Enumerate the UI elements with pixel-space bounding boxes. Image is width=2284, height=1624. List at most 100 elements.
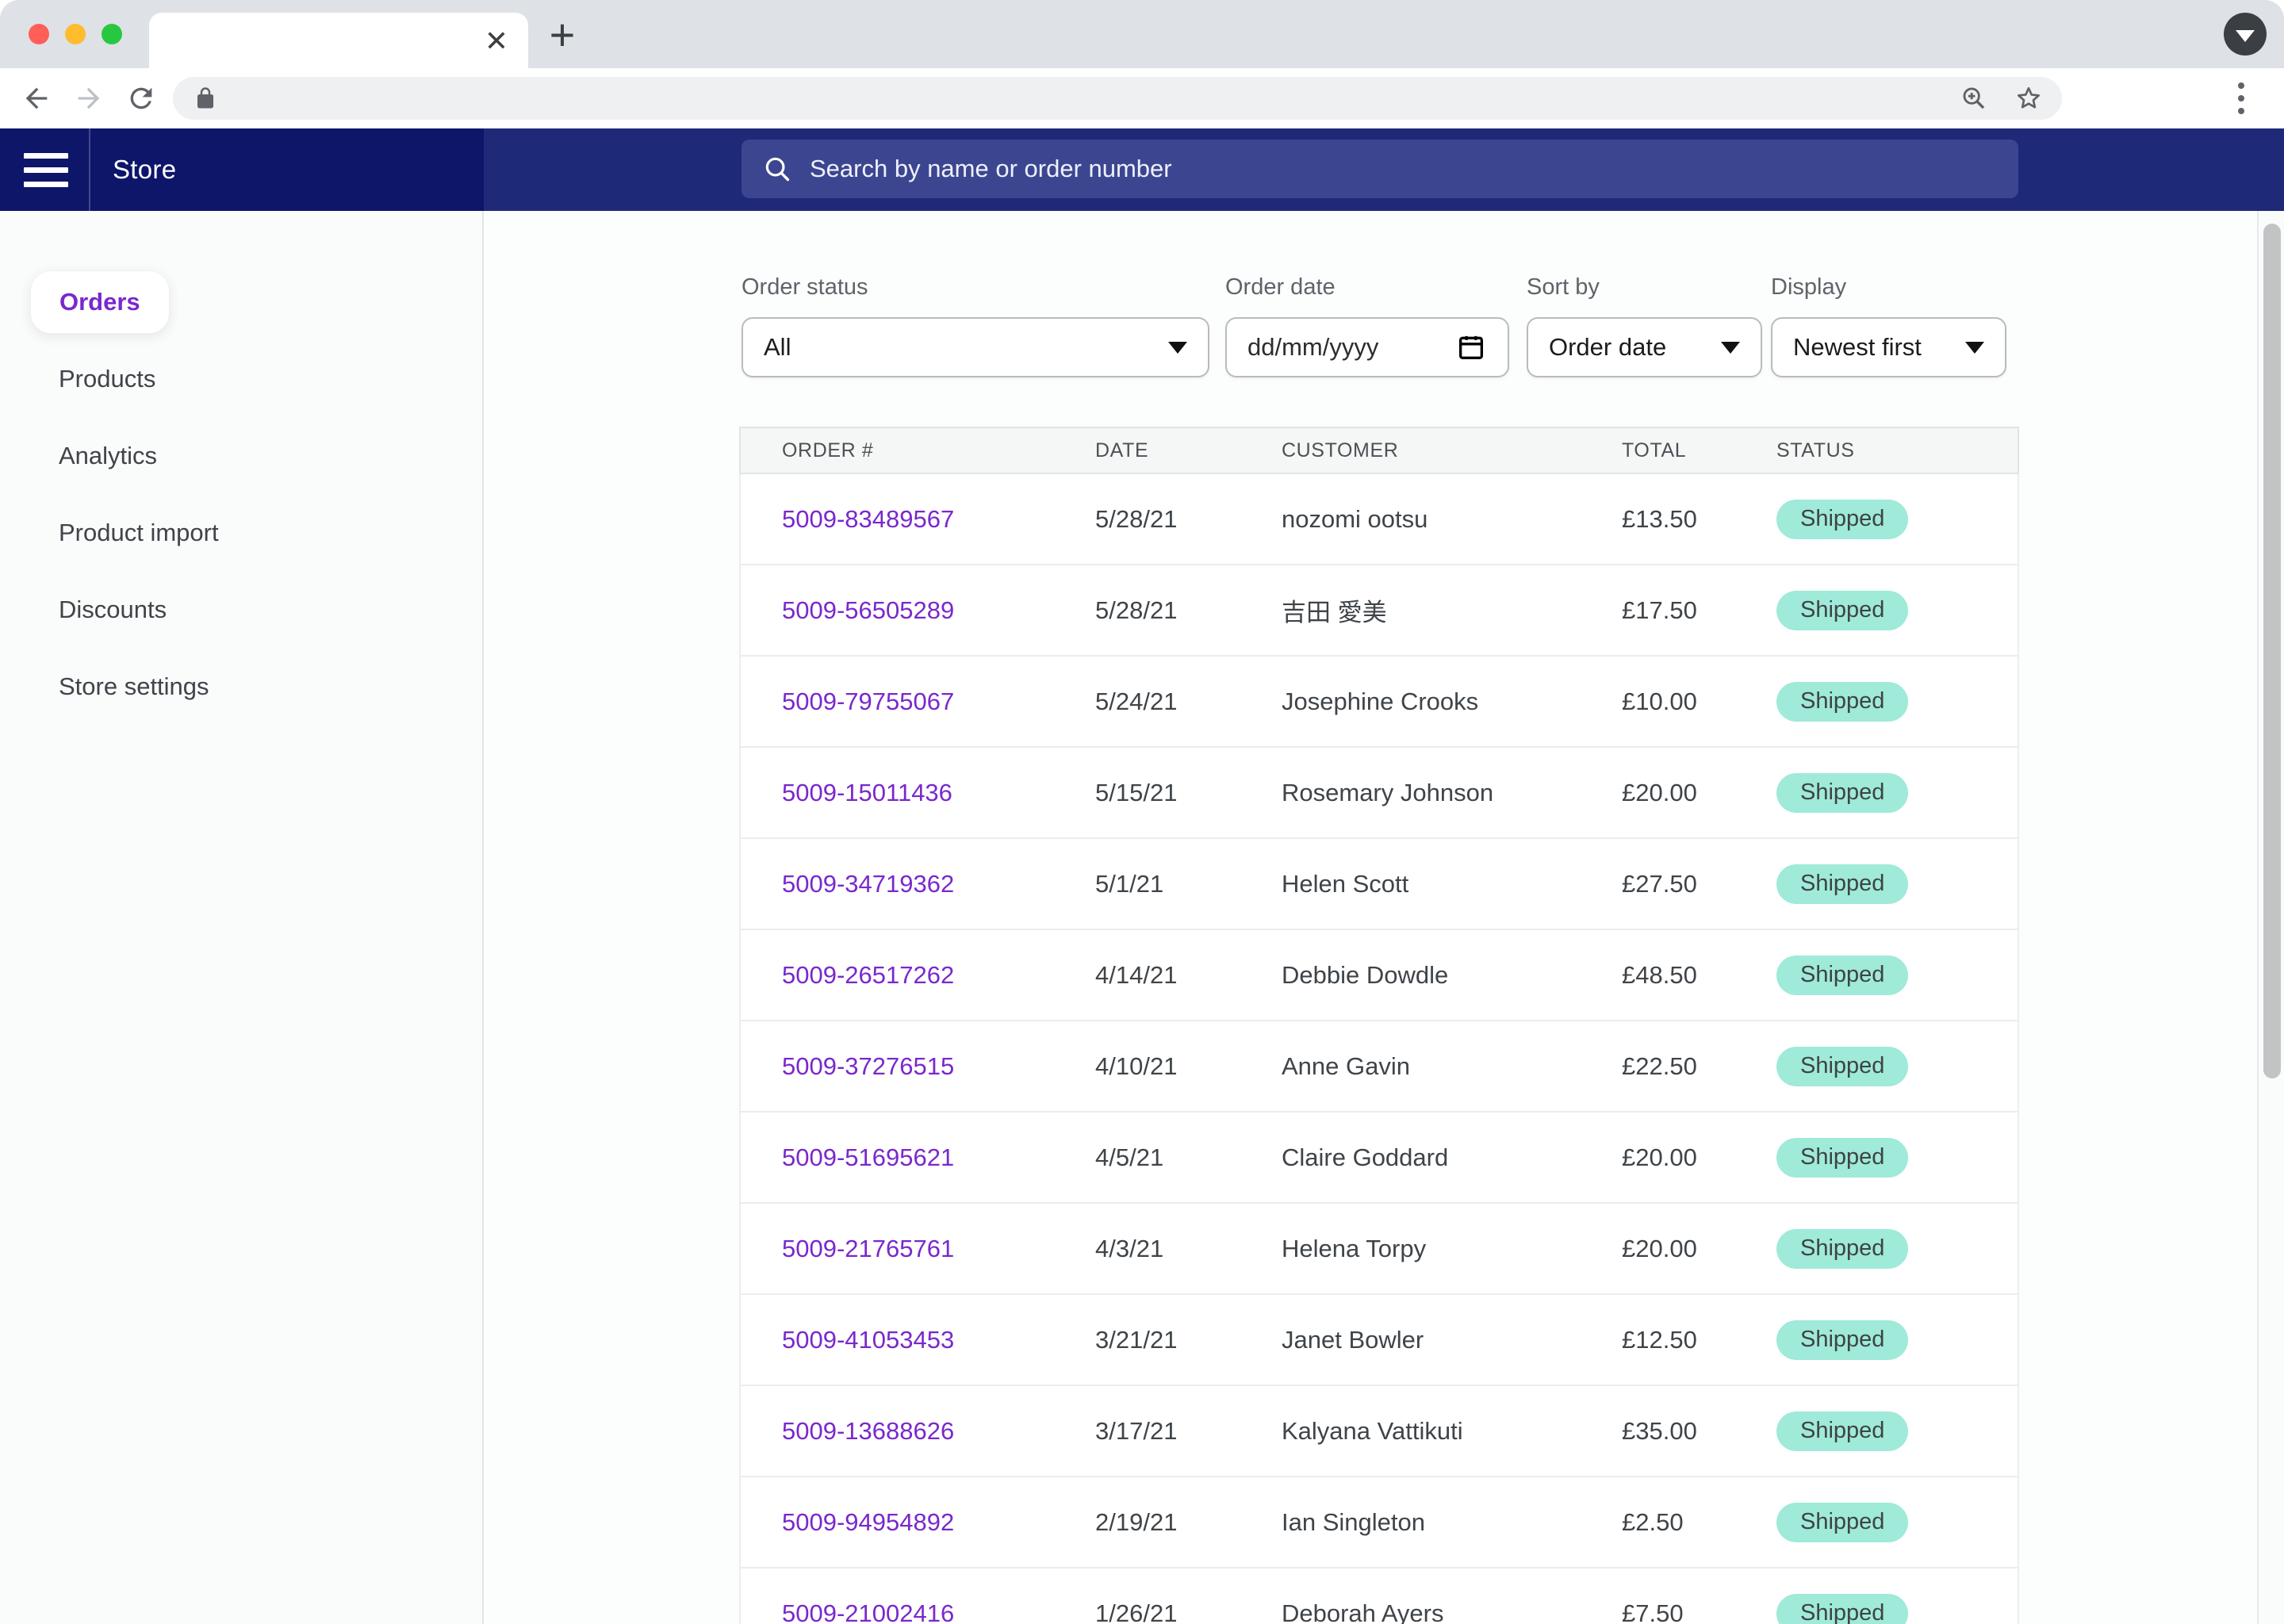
order-number-link[interactable]: 5009-15011436 xyxy=(782,779,952,806)
total-cell: £13.50 xyxy=(1622,505,1776,534)
status-badge: Shipped xyxy=(1776,682,1908,722)
tab-strip: ✕ + xyxy=(0,0,2284,68)
order-date-cell: 4/3/21 xyxy=(1095,1235,1282,1263)
chevron-down-icon xyxy=(2236,30,2255,42)
order-number-link[interactable]: 5009-56505289 xyxy=(782,596,954,624)
status-badge: Shipped xyxy=(1776,956,1908,995)
total-cell: £20.00 xyxy=(1622,779,1776,807)
app-header-left: Store xyxy=(0,128,484,211)
total-cell: £7.50 xyxy=(1622,1599,1776,1624)
search-input[interactable] xyxy=(810,155,1998,183)
order-number-link[interactable]: 5009-21765761 xyxy=(782,1235,954,1262)
table-row: 5009-79755067 5/24/21 Josephine Crooks £… xyxy=(741,657,2018,748)
order-number-link[interactable]: 5009-83489567 xyxy=(782,505,954,533)
order-number-link[interactable]: 5009-37276515 xyxy=(782,1052,954,1080)
display-select[interactable]: Newest first xyxy=(1771,317,2006,377)
sidebar-item-analytics[interactable]: Analytics xyxy=(0,417,482,494)
back-arrow-icon xyxy=(21,82,52,114)
order-date-cell: 5/28/21 xyxy=(1095,596,1282,625)
order-status-label: Order status xyxy=(742,274,1209,301)
order-number-link[interactable]: 5009-26517262 xyxy=(782,961,954,989)
order-status-filter: Order status All xyxy=(742,274,1209,377)
sidebar-item-label: Products xyxy=(59,365,155,393)
total-cell: £12.50 xyxy=(1622,1326,1776,1354)
sort-by-label: Sort by xyxy=(1527,274,1762,301)
orders-table: ORDER # DATE CUSTOMER TOTAL STATUS 5009-… xyxy=(739,427,2019,1624)
order-number-link[interactable]: 5009-41053453 xyxy=(782,1326,954,1354)
search-icon xyxy=(762,154,792,184)
customer-cell: Ian Singleton xyxy=(1282,1508,1622,1537)
select-arrow-icon xyxy=(1168,342,1187,354)
scrollbar-thumb[interactable] xyxy=(2263,224,2281,1078)
select-arrow-icon xyxy=(1965,342,1984,354)
sort-by-value: Order date xyxy=(1549,333,1666,362)
tab-search-menu-button[interactable] xyxy=(2224,13,2267,56)
display-value: Newest first xyxy=(1793,333,1922,362)
table-row: 5009-26517262 4/14/21 Debbie Dowdle £48.… xyxy=(741,930,2018,1021)
order-number-link[interactable]: 5009-34719362 xyxy=(782,870,954,898)
order-number-link[interactable]: 5009-13688626 xyxy=(782,1417,954,1445)
sidebar-item-product-import[interactable]: Product import xyxy=(0,494,482,571)
table-row: 5009-56505289 5/28/21 吉田 愛美 £17.50 Shipp… xyxy=(741,565,2018,657)
sidebar-item-orders[interactable]: Orders xyxy=(0,263,482,340)
total-cell: £2.50 xyxy=(1622,1508,1776,1537)
status-badge: Shipped xyxy=(1776,1138,1908,1178)
window-maximize-button[interactable] xyxy=(102,24,122,44)
page-scrollbar[interactable] xyxy=(2257,211,2284,1624)
customer-cell: Debbie Dowdle xyxy=(1282,961,1622,990)
order-number-link[interactable]: 5009-21002416 xyxy=(782,1599,954,1624)
sidebar-item-discounts[interactable]: Discounts xyxy=(0,571,482,648)
app-title: Store xyxy=(113,128,176,211)
column-customer: CUSTOMER xyxy=(1282,439,1622,462)
back-button[interactable] xyxy=(13,68,60,128)
sort-by-select[interactable]: Order date xyxy=(1527,317,1762,377)
window-close-button[interactable] xyxy=(29,24,49,44)
order-date-cell: 2/19/21 xyxy=(1095,1508,1282,1537)
order-date-cell: 5/15/21 xyxy=(1095,779,1282,807)
sidebar-item-label: Store settings xyxy=(59,672,209,701)
total-cell: £20.00 xyxy=(1622,1143,1776,1172)
table-row: 5009-15011436 5/15/21 Rosemary Johnson £… xyxy=(741,748,2018,839)
reload-button[interactable] xyxy=(117,68,165,128)
new-tab-button[interactable]: + xyxy=(536,11,588,57)
column-total: TOTAL xyxy=(1622,439,1776,462)
browser-toolbar xyxy=(0,68,2284,128)
total-cell: £20.00 xyxy=(1622,1235,1776,1263)
calendar-icon[interactable] xyxy=(1455,331,1487,363)
window-minimize-button[interactable] xyxy=(65,24,86,44)
total-cell: £17.50 xyxy=(1622,596,1776,625)
bookmark-star-icon[interactable] xyxy=(2014,84,2043,113)
browser-tab[interactable]: ✕ xyxy=(149,13,528,68)
forward-button[interactable] xyxy=(65,68,113,128)
order-date-cell: 5/28/21 xyxy=(1095,505,1282,534)
total-cell: £22.50 xyxy=(1622,1052,1776,1081)
customer-cell: Rosemary Johnson xyxy=(1282,779,1622,807)
tab-close-icon[interactable]: ✕ xyxy=(479,24,514,59)
sidebar-item-products[interactable]: Products xyxy=(0,340,482,417)
zoom-icon[interactable] xyxy=(1960,85,1987,112)
sidebar-item-store-settings[interactable]: Store settings xyxy=(0,648,482,725)
order-status-value: All xyxy=(764,333,791,362)
sidebar-item-label: Discounts xyxy=(59,596,167,624)
order-number-link[interactable]: 5009-94954892 xyxy=(782,1508,954,1536)
address-bar[interactable] xyxy=(173,77,2062,120)
order-number-link[interactable]: 5009-79755067 xyxy=(782,688,954,715)
browser-menu-button[interactable] xyxy=(2222,79,2260,117)
status-badge: Shipped xyxy=(1776,773,1908,813)
order-number-link[interactable]: 5009-51695621 xyxy=(782,1143,954,1171)
reload-icon xyxy=(125,82,157,114)
status-badge: Shipped xyxy=(1776,1411,1908,1451)
select-arrow-icon xyxy=(1721,342,1740,354)
table-row: 5009-37276515 4/10/21 Anne Gavin £22.50 … xyxy=(741,1021,2018,1113)
table-row: 5009-41053453 3/21/21 Janet Bowler £12.5… xyxy=(741,1295,2018,1386)
hamburger-menu-icon[interactable] xyxy=(24,147,68,192)
main-content: Order status All Order date dd/mm/yyyy xyxy=(485,211,2284,1624)
status-badge: Shipped xyxy=(1776,500,1908,539)
customer-cell: Helena Torpy xyxy=(1282,1235,1622,1263)
orders-table-body: 5009-83489567 5/28/21 nozomi ootsu £13.5… xyxy=(739,474,2019,1624)
order-status-select[interactable]: All xyxy=(742,317,1209,377)
table-row: 5009-94954892 2/19/21 Ian Singleton £2.5… xyxy=(741,1477,2018,1568)
status-badge: Shipped xyxy=(1776,1503,1908,1542)
order-search-bar[interactable] xyxy=(742,140,2018,198)
order-date-input[interactable]: dd/mm/yyyy xyxy=(1225,317,1509,377)
